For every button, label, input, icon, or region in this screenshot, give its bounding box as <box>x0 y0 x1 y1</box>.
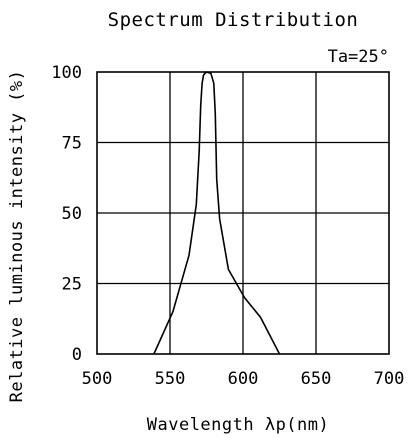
plot-frame <box>96 71 390 355</box>
x-tick-label: 650 <box>301 369 332 389</box>
y-tick-label: 0 <box>72 345 82 365</box>
y-tick-label: 100 <box>51 63 82 83</box>
spectrum-curve <box>153 71 281 355</box>
tick-labels: 500 550 600 650 700 0 25 50 75 100 <box>51 63 404 389</box>
y-tick-label: 75 <box>62 134 82 154</box>
y-tick-label: 25 <box>62 275 82 295</box>
chart-title: Spectrum Distribution <box>108 9 359 31</box>
y-axis-label: Relative luminous intensity (%) <box>7 70 27 403</box>
x-tick-label: 600 <box>228 369 259 389</box>
x-tick-label: 500 <box>82 369 113 389</box>
x-tick-label: 700 <box>374 369 405 389</box>
x-axis-label: Wavelength λp(nm) <box>147 415 330 435</box>
x-tick-label: 550 <box>155 369 186 389</box>
y-tick-label: 50 <box>62 204 82 224</box>
grid-lines <box>97 72 389 354</box>
chart-annotation: Ta=25° <box>328 47 389 67</box>
